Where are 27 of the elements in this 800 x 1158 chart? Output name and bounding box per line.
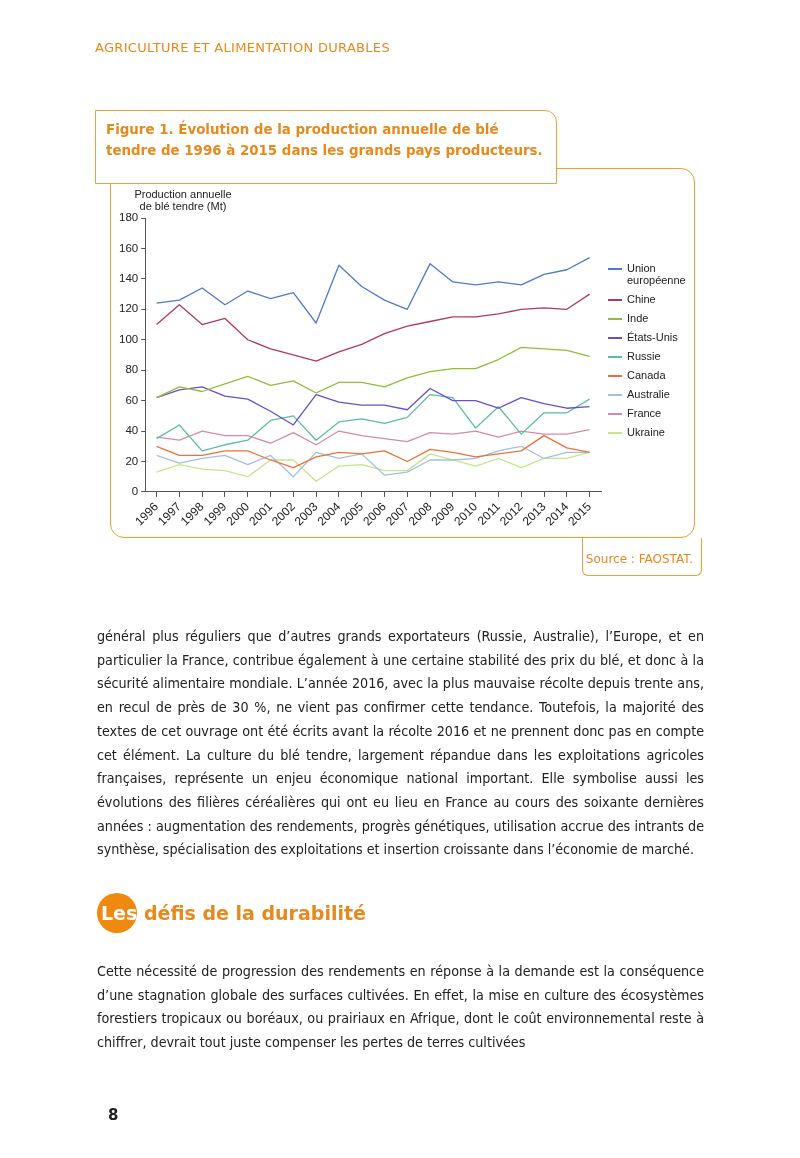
y-tick-label: 100 [119, 332, 139, 345]
text: AGRICULTURE ET ALIMENTATION DURABLES [95, 40, 390, 55]
text: Les défis de la durabilité [101, 902, 366, 924]
legend-label: Australie [627, 388, 670, 400]
y-tick-label: 0 [131, 485, 139, 498]
legend-label: France [627, 407, 662, 419]
y-tick-label: 180 [119, 211, 139, 224]
chart-title: Figure 1. Évolution de la production annuelle de blé tendre de 1996 à 2015 dans les grands pays producteurs. [95, 110, 557, 184]
y-tick-label: 160 [119, 241, 139, 254]
text: 8 [108, 1106, 119, 1124]
y-tick-label: 140 [119, 272, 139, 285]
y-tick-label: 120 [119, 302, 139, 315]
text: Cette nécessité de progression des rendements en réponse à la demande est la conséquence d’une stagnation globale des surfaces cultivées. En effet, la mise en culture des écosystèmes forestiers tropicaux ou boréaux, ou prairiaux en Afrique, dont le coût environnemental reste à chiffrer, devrait tout juste compenser les pertes de terres cultivées [97, 962, 704, 1053]
legend-label: Inde [627, 312, 649, 324]
legend-label: Chine [627, 293, 656, 305]
y-tick-label: 20 [125, 454, 139, 467]
legend-label: Canada [627, 369, 666, 381]
y-tick-label: 60 [125, 393, 139, 406]
legend-label: États-Unis [627, 331, 678, 343]
text: général plus réguliers que d’autres grands exportateurs (Russie, Australie), l’Europe, et en particulier la France, contribue également à une certaine stabilité des prix du blé, et donc à la sécurité alimentaire mondiale. L’année 2016, avec la plus mauvaise récolte depuis trente ans, en recul de près de 30 %, ne vient pas confirmer cette tendance. Toutefois, la majorité des textes de cet ouvrage ont été écrits avant la récolte 2016 et ne prennent donc pas en compte cet élément. La culture du blé tendre, largement répandue dans les exploitations agricoles françaises, représente un enjeu économique national important. Elle symbolise aussi les évolutions des filières céréalières qui ont eu lieu en France au cours des soixante dernières années : augmentation des rendements, progrès génétiques, utilisation accrue des intrants de synthèse, spécialisation des exploitations et insertion croissante dans l’économie de marché. [97, 628, 704, 858]
source-note: Source : FAOSTAT. [582, 538, 702, 576]
legend-label: Russie [627, 350, 661, 362]
y-axis-title: Production annuelle de blé tendre (Mt) [133, 188, 233, 212]
y-tick-label: 80 [125, 363, 139, 376]
legend-label: Ukraine [627, 426, 665, 438]
legend-label: Union européenne [627, 262, 687, 286]
y-tick-label: 40 [125, 424, 139, 437]
